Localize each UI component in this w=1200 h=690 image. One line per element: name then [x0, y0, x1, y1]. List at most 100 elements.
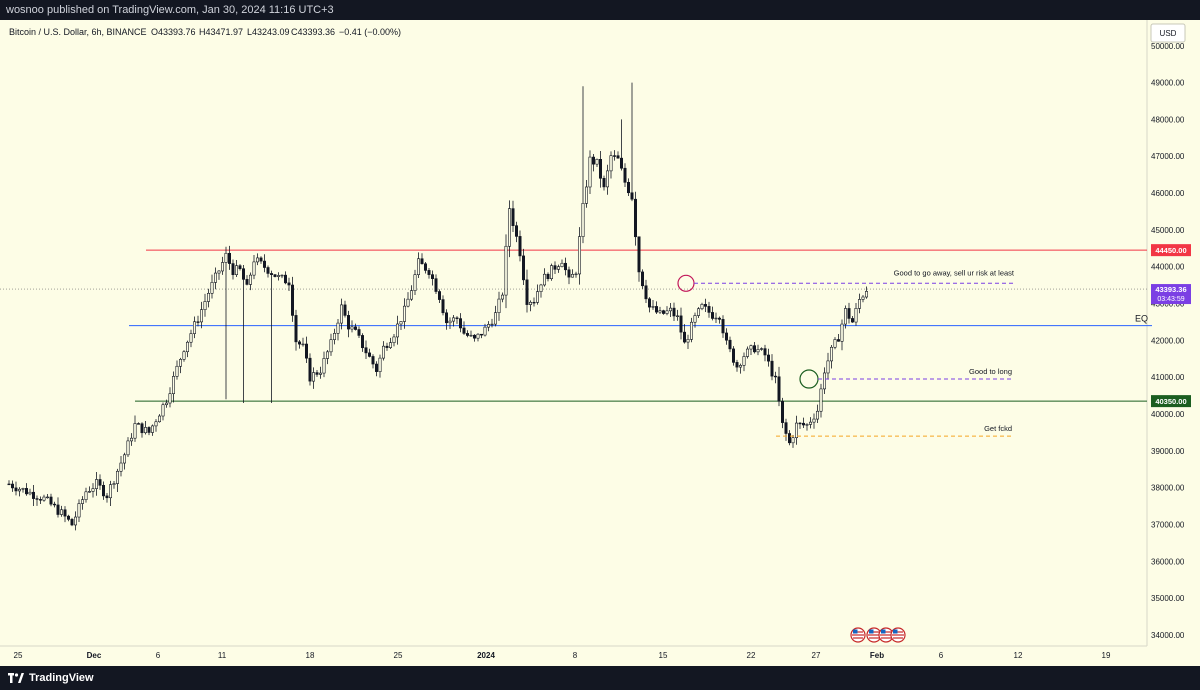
price-tick-label: 39000.00 [1151, 447, 1185, 456]
candle [500, 292, 504, 303]
candle [651, 299, 655, 310]
us-flag-event-icon[interactable] [878, 627, 894, 643]
sell-signal-circle[interactable] [677, 274, 695, 292]
us-flag-event-icon[interactable] [850, 627, 866, 643]
horizontal-levels[interactable]: 44450.00 EQ 40350.00 43393.36 03:43:59 [0, 244, 1191, 408]
candle [329, 333, 333, 356]
candle [794, 415, 798, 445]
fail-annotation-text: Get fckd [984, 424, 1012, 433]
resistance-price-label-bg [1151, 244, 1191, 257]
time-tick-label: 22 [747, 651, 756, 660]
candle [175, 360, 179, 380]
candle [74, 511, 78, 531]
economic-events[interactable] [850, 627, 906, 643]
candle [759, 347, 763, 351]
candle [276, 272, 280, 281]
candle [633, 191, 637, 246]
candle [151, 424, 155, 436]
candle [116, 468, 120, 492]
candle [815, 404, 819, 424]
candle [273, 274, 277, 278]
us-flag-event-icon[interactable] [890, 627, 906, 643]
candle [661, 309, 665, 315]
candle [703, 298, 707, 312]
candle [605, 164, 609, 195]
candle [367, 348, 371, 358]
candle [63, 506, 67, 523]
candle [542, 268, 546, 287]
candle [217, 270, 221, 280]
candle [252, 255, 256, 280]
currency-label: USD [1160, 29, 1177, 38]
candle [707, 301, 711, 318]
candles [7, 82, 868, 531]
candle [112, 480, 116, 489]
candle [798, 422, 802, 429]
price-tick-label: 34000.00 [1151, 631, 1185, 640]
us-flag-event-icon[interactable] [866, 627, 882, 643]
candle [518, 230, 522, 262]
candle [287, 277, 291, 291]
candle [297, 339, 301, 349]
tradingview-logo[interactable]: TradingView [8, 666, 94, 690]
candle [423, 261, 427, 274]
candle [294, 309, 298, 351]
candle [235, 259, 239, 278]
candle [158, 414, 162, 423]
sell-annotation-text: Good to go away, sell ur risk at least [894, 268, 1015, 277]
time-tick-label: Feb [870, 651, 884, 660]
candle [623, 163, 627, 187]
candle [609, 151, 613, 179]
candle [546, 272, 550, 282]
candle [763, 344, 767, 362]
candle [595, 158, 599, 167]
candle [822, 367, 826, 395]
candle [850, 316, 854, 323]
candle [49, 493, 53, 507]
candle [336, 318, 340, 341]
annotations[interactable]: Good to go away, sell ur risk at least Go… [677, 268, 1015, 437]
candle [483, 323, 487, 337]
candle [14, 481, 18, 496]
candle [829, 345, 833, 369]
candle [420, 253, 424, 265]
candle [119, 456, 123, 477]
candle [458, 313, 462, 333]
candle [77, 499, 81, 522]
candle [67, 514, 71, 522]
currency-button[interactable]: USD [1150, 23, 1186, 43]
published-text: wosnoo published on TradingView.com, Jan… [6, 4, 334, 16]
long-signal-circle[interactable] [799, 369, 819, 389]
candle [21, 487, 25, 493]
candle [619, 119, 623, 171]
candle [486, 321, 490, 332]
candle [353, 323, 357, 331]
price-axis[interactable]: 50000.00 49000.00 48000.00 47000.00 46000.00… [1151, 42, 1185, 640]
candle [290, 276, 294, 322]
candle [126, 437, 130, 458]
legend-low: L43243.09 [247, 27, 290, 37]
time-tick-label: 25 [14, 651, 23, 660]
candle [696, 307, 700, 318]
price-tick-label: 36000.00 [1151, 557, 1185, 566]
candle [479, 333, 483, 339]
price-tick-label: 37000.00 [1151, 520, 1185, 529]
candle [399, 321, 403, 330]
candle [200, 301, 204, 329]
chart-area[interactable]: 50000.00 49000.00 48000.00 47000.00 46000.00… [0, 20, 1200, 666]
candle [427, 268, 431, 279]
candle [249, 272, 253, 291]
price-tick-label: 38000.00 [1151, 484, 1185, 493]
price-tick-label: 40000.00 [1151, 410, 1185, 419]
time-axis[interactable]: 25 Dec 6 11 18 25 2024 8 15 22 27 Feb 6 12 19 [14, 651, 1111, 660]
price-chart[interactable]: 50000.00 49000.00 48000.00 47000.00 46000.00… [0, 20, 1200, 666]
candle [511, 200, 515, 233]
candle [745, 346, 749, 359]
candle [766, 348, 770, 367]
legend-open: O43393.76 [151, 27, 196, 37]
candle [91, 483, 95, 498]
candle [343, 300, 347, 318]
candle [371, 354, 375, 369]
time-tick-label: 27 [812, 651, 821, 660]
candle [168, 387, 172, 408]
